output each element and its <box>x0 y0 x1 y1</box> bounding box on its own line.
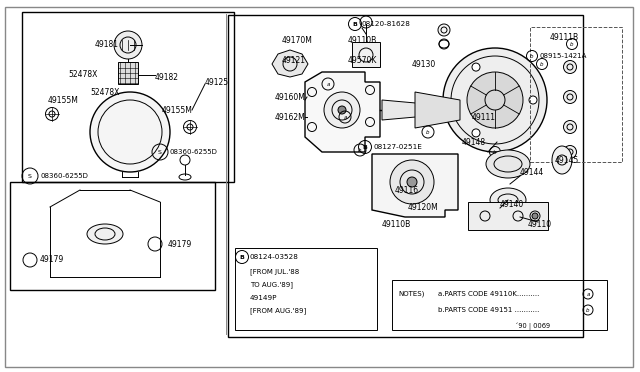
Text: b: b <box>586 308 589 312</box>
Text: 49179: 49179 <box>40 256 64 264</box>
Bar <box>10 182 215 290</box>
Polygon shape <box>415 92 460 128</box>
Circle shape <box>90 92 170 172</box>
Text: 49130: 49130 <box>412 60 436 68</box>
Bar <box>468 202 548 230</box>
Text: 49162M: 49162M <box>275 112 306 122</box>
Text: 49149P: 49149P <box>250 295 278 301</box>
Text: [FROM JUL.'88: [FROM JUL.'88 <box>250 269 300 275</box>
Text: 49155M: 49155M <box>162 106 193 115</box>
Text: [FROM AUG.'89]: [FROM AUG.'89] <box>250 308 307 314</box>
Text: a: a <box>343 115 347 119</box>
Text: b: b <box>570 42 573 46</box>
Text: B: B <box>239 254 244 260</box>
Text: b: b <box>426 129 429 135</box>
Polygon shape <box>272 50 308 77</box>
Ellipse shape <box>486 150 530 178</box>
Circle shape <box>472 63 480 71</box>
Bar <box>235 248 377 330</box>
Text: 49570K: 49570K <box>348 55 378 64</box>
Text: a: a <box>586 292 589 296</box>
Circle shape <box>390 160 434 204</box>
Circle shape <box>324 92 360 128</box>
Text: 49125: 49125 <box>205 77 229 87</box>
Circle shape <box>45 108 58 121</box>
Ellipse shape <box>563 121 577 134</box>
Text: b: b <box>493 150 497 154</box>
Text: 08120-81628: 08120-81628 <box>362 21 411 27</box>
Bar <box>352 42 380 67</box>
Text: S: S <box>28 173 32 179</box>
Polygon shape <box>372 154 458 217</box>
Ellipse shape <box>552 146 572 174</box>
Text: a.PARTS CODE 49110K..........: a.PARTS CODE 49110K.......... <box>438 291 540 297</box>
Text: 08915-1421A: 08915-1421A <box>540 53 588 59</box>
Bar <box>118 62 138 84</box>
Circle shape <box>532 213 538 219</box>
Text: 52478X: 52478X <box>90 87 120 96</box>
Text: b: b <box>358 148 362 153</box>
Bar <box>228 15 583 337</box>
Text: a: a <box>326 81 330 87</box>
Ellipse shape <box>563 145 577 158</box>
Ellipse shape <box>563 90 577 103</box>
Text: NOTES): NOTES) <box>398 291 424 297</box>
Text: 49144: 49144 <box>520 167 544 176</box>
Circle shape <box>467 72 523 128</box>
Text: b: b <box>540 61 544 67</box>
Polygon shape <box>382 100 438 120</box>
Ellipse shape <box>563 61 577 74</box>
Text: B: B <box>363 144 367 150</box>
Polygon shape <box>305 72 380 152</box>
Text: 49110B: 49110B <box>348 35 377 45</box>
Circle shape <box>114 31 142 59</box>
Text: 49182: 49182 <box>155 73 179 81</box>
Text: 08360-6255D: 08360-6255D <box>40 173 88 179</box>
Text: 08124-03528: 08124-03528 <box>250 254 299 260</box>
Bar <box>530 27 622 162</box>
Text: 49110B: 49110B <box>382 219 412 228</box>
Text: 49110: 49110 <box>528 219 552 228</box>
Text: 49148: 49148 <box>462 138 486 147</box>
Bar <box>392 280 607 330</box>
Text: 49120M: 49120M <box>408 202 439 212</box>
Circle shape <box>407 177 417 187</box>
Text: S: S <box>158 150 162 154</box>
Text: 49170M: 49170M <box>282 35 313 45</box>
Text: 49179: 49179 <box>168 240 192 248</box>
Text: 52478X: 52478X <box>68 70 97 78</box>
Text: 49160M: 49160M <box>275 93 306 102</box>
Circle shape <box>529 96 537 104</box>
Text: 49111: 49111 <box>472 112 496 122</box>
Text: b.PARTS CODE 49151 ...........: b.PARTS CODE 49151 ........... <box>438 307 540 313</box>
Circle shape <box>443 48 547 152</box>
Text: TO AUG.'89]: TO AUG.'89] <box>250 282 293 288</box>
Text: B: B <box>353 22 357 26</box>
Circle shape <box>438 24 450 36</box>
Text: ´90 | 0069: ´90 | 0069 <box>515 322 550 330</box>
Text: b: b <box>531 54 534 58</box>
Text: 08127-0251E: 08127-0251E <box>374 144 423 150</box>
Text: 49140: 49140 <box>500 199 524 208</box>
Circle shape <box>184 121 196 134</box>
Text: 49121: 49121 <box>282 55 306 64</box>
Text: 49145: 49145 <box>555 155 579 164</box>
Text: 49116: 49116 <box>395 186 419 195</box>
Text: 49155M: 49155M <box>48 96 79 105</box>
Bar <box>22 12 234 182</box>
Ellipse shape <box>87 224 123 244</box>
Circle shape <box>472 129 480 137</box>
Ellipse shape <box>490 188 526 212</box>
Text: 08360-6255D: 08360-6255D <box>170 149 218 155</box>
Circle shape <box>338 106 346 114</box>
Text: 49111B: 49111B <box>550 32 579 42</box>
Text: 49181: 49181 <box>95 39 119 48</box>
